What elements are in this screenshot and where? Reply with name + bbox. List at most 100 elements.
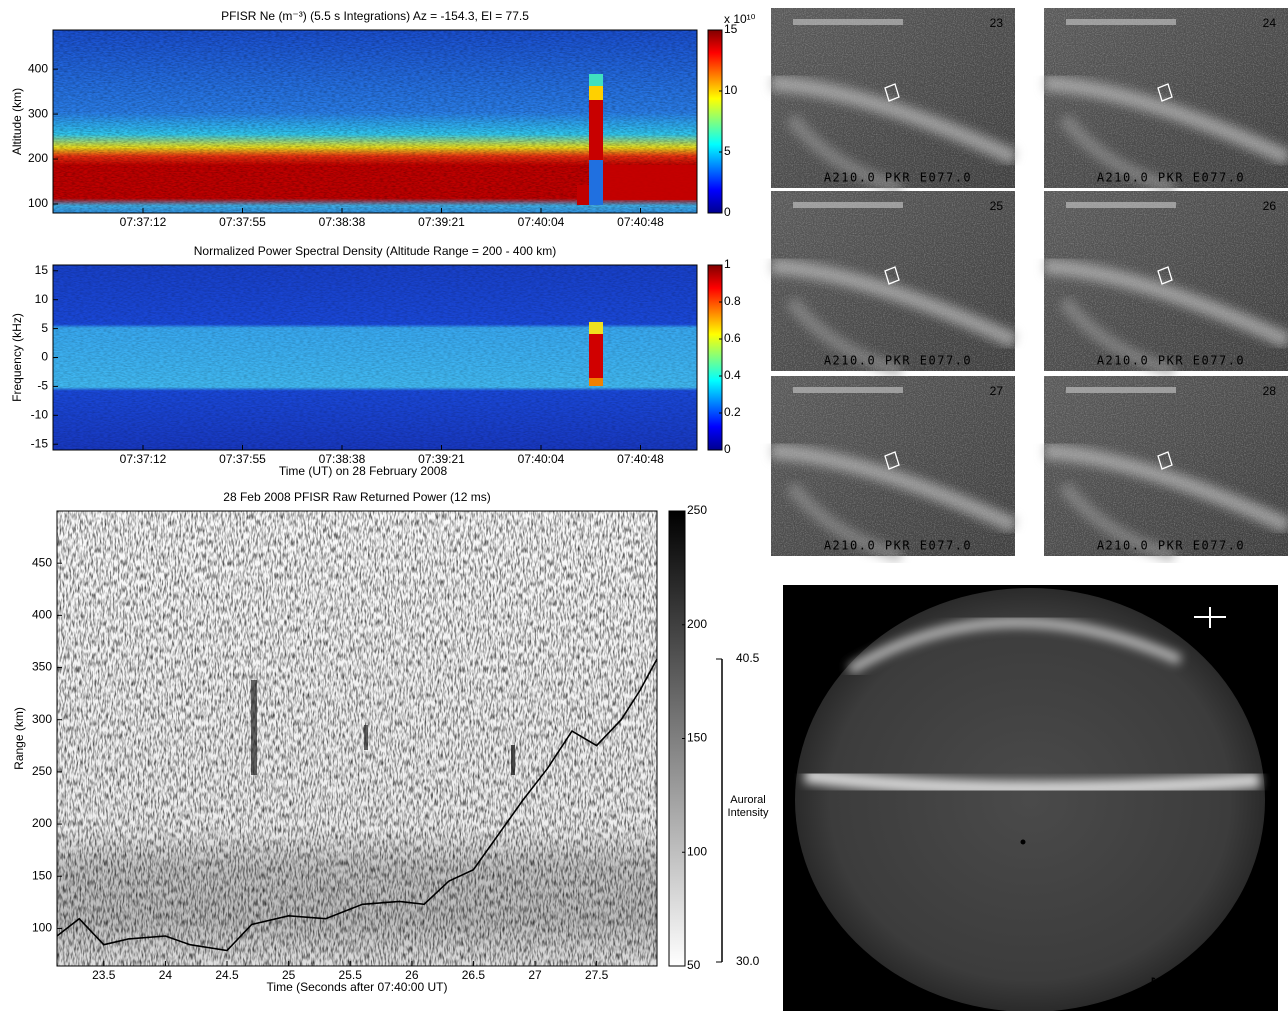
timestamp-block [793, 202, 903, 208]
y-tick-label: 150 [32, 868, 52, 882]
colorbar-tick-label: 0 [724, 442, 731, 456]
timestamp-block [1066, 19, 1176, 25]
x-tick-label: 07:37:12 [120, 215, 167, 229]
intensity-line [56, 658, 658, 952]
field-of-view-marker [884, 83, 900, 102]
y-axis-label: Frequency (kHz) [10, 313, 24, 402]
plot-frame [52, 29, 698, 214]
frame-caption: A210.0 PKR E077.0 [824, 171, 972, 185]
frame-number: 25 [990, 199, 1004, 213]
colorbar-tick-label: 0.4 [724, 368, 741, 382]
frame-noise [771, 8, 1015, 188]
all-sky-image [783, 585, 1278, 1011]
y-tick-label: 15 [35, 263, 49, 277]
frame-caption: A210.0 PKR E077.0 [824, 354, 972, 368]
x-tick-label: 07:40:04 [518, 452, 565, 466]
raw-power-heatmap [57, 511, 657, 966]
colorbar-tick-label: 250 [687, 503, 707, 517]
x-tick-label: 07:37:55 [219, 215, 266, 229]
colorbar-tick-label: 50 [687, 958, 701, 972]
x-tick-label: 24 [159, 968, 173, 982]
chart-title: Normalized Power Spectral Density (Altit… [194, 244, 557, 258]
frame-number: 23 [990, 16, 1004, 30]
frame-number: 26 [1263, 199, 1277, 213]
colorbar-tick-label: 15 [724, 22, 738, 36]
frame-number: 24 [1263, 16, 1277, 30]
y-tick-label: -10 [31, 407, 49, 421]
x-tick-label: 25 [282, 968, 296, 982]
colorbar-tick-label: 150 [687, 731, 707, 745]
frame-caption: A210.0 PKR E077.0 [1097, 354, 1245, 368]
y-tick-label: 200 [32, 816, 52, 830]
x-tick-label: 26.5 [462, 968, 486, 982]
y-tick-label: -15 [31, 436, 49, 450]
camera-frame: 26 A210.0 PKR E077.0 [1043, 191, 1288, 378]
x-tick-label: 07:38:38 [319, 452, 366, 466]
frame-number: 27 [990, 384, 1004, 398]
x-tick-label: 23.5 [92, 968, 116, 982]
compass-north: N [1206, 594, 1215, 608]
y-tick-label: 450 [32, 555, 52, 569]
y-tick-label: 300 [28, 106, 48, 120]
plot-frame [56, 510, 658, 967]
aurora-arc [785, 296, 903, 378]
y-tick-label: 200 [28, 151, 48, 165]
colorbar-tick-label: 5 [724, 144, 731, 158]
frame-noise [1044, 191, 1288, 371]
camera-frame: 27 A210.0 PKR E077.0 [770, 376, 1019, 563]
y-tick-label: 400 [32, 608, 52, 622]
frame-noise [1044, 8, 1288, 188]
camera-frame: 24 A210.0 PKR E077.0 [1043, 8, 1288, 195]
x-tick-label: 07:39:21 [418, 215, 465, 229]
colorbar-tick-label: 10 [724, 83, 738, 97]
y2-tick-label: 30.0 [736, 954, 760, 968]
compass-south: S [1206, 628, 1214, 642]
frame-caption: A210.0 PKR E077.0 [824, 539, 972, 553]
aurora-arc [1058, 481, 1176, 563]
aurora-arc [1043, 258, 1288, 349]
aurora-arc [770, 443, 1019, 534]
colorbar-multiplier: x 10¹⁰ [724, 12, 756, 26]
y-tick-label: 5 [41, 321, 48, 335]
field-of-view-marker [1157, 266, 1173, 285]
frame-caption: A210.0 PKR E077.0 [1097, 171, 1245, 185]
x-tick-label: 26 [405, 968, 419, 982]
x-tick-label: 07:40:04 [518, 215, 565, 229]
y-tick-label: 400 [28, 61, 48, 75]
frame-noise [771, 376, 1015, 556]
aurora-arc [785, 113, 903, 195]
x-tick-label: 07:38:38 [319, 215, 366, 229]
chart-title: 28 Feb 2008 PFISR Raw Returned Power (12… [223, 490, 490, 504]
timestamp-block [1066, 387, 1176, 393]
frame-number: 28 [1263, 384, 1277, 398]
colorbar-tick-label: 100 [687, 844, 707, 858]
field-of-view-marker [884, 451, 900, 470]
timestamp-block [793, 19, 903, 25]
aurora-arc [1043, 443, 1288, 534]
all-sky-timestamp: 28FEB08 07:41:211 [1149, 976, 1272, 990]
y-tick-label: 100 [32, 921, 52, 935]
y-axis-label: Altitude (km) [10, 88, 24, 155]
y-axis-label: Range (km) [12, 707, 26, 770]
y-tick-label: 100 [28, 196, 48, 210]
colorbar [707, 264, 723, 451]
y2-axis-label: Auroral Intensity [727, 794, 769, 819]
timestamp-block [793, 387, 903, 393]
x-tick-label: 27 [528, 968, 542, 982]
y-tick-label: 300 [32, 712, 52, 726]
compass-west: W [1228, 610, 1240, 624]
ne-heatmap [53, 30, 697, 213]
frame-caption: A210.0 PKR E077.0 [1097, 539, 1245, 553]
camera-frame: 25 A210.0 PKR E077.0 [770, 191, 1019, 378]
aurora-arc [1043, 75, 1288, 166]
y2-tick-label: 40.5 [736, 651, 760, 665]
x-tick-label: 27.5 [585, 968, 609, 982]
field-of-view-marker [884, 266, 900, 285]
colorbar-tick-label: 0.6 [724, 331, 741, 345]
field-of-view-marker [1157, 451, 1173, 470]
aurora-arc [1058, 113, 1176, 195]
colorbar-tick-label: 0.2 [724, 405, 741, 419]
frame-noise [771, 191, 1015, 371]
